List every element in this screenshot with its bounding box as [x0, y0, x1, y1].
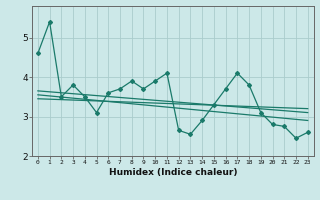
X-axis label: Humidex (Indice chaleur): Humidex (Indice chaleur)	[108, 168, 237, 177]
